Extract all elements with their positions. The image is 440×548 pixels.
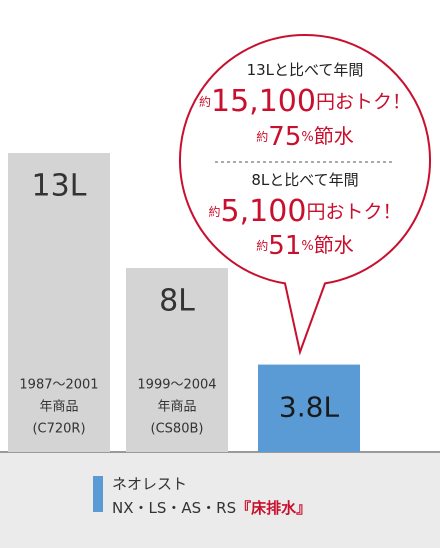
callout-part: 51 bbox=[268, 231, 301, 261]
category-label: 年商品 bbox=[39, 400, 78, 415]
callout-part: 円おトク！ bbox=[316, 91, 411, 113]
value-label: 3.8L bbox=[279, 390, 340, 423]
callout-part: 約 bbox=[199, 94, 211, 109]
legend-text: ネオレスト bbox=[112, 475, 187, 493]
category-label: 1999〜2004 bbox=[137, 378, 216, 393]
legend-swatch bbox=[93, 476, 103, 512]
callout-part: % bbox=[301, 130, 313, 145]
legend-part: NX・LS・AS・RS bbox=[112, 499, 236, 517]
callout-line: 約51%節水 bbox=[256, 231, 353, 261]
callout-part: 約 bbox=[209, 204, 221, 219]
callout-part: 5,100 bbox=[221, 194, 307, 229]
bar bbox=[8, 153, 110, 452]
callout-part: % bbox=[301, 239, 313, 254]
category-label: 年商品 bbox=[157, 400, 196, 415]
bar bbox=[126, 268, 228, 452]
callout-part: 15,100 bbox=[211, 84, 316, 119]
value-label: 13L bbox=[32, 169, 87, 204]
callout-line: 13Lと比べて年間 bbox=[247, 61, 364, 79]
value-label: 8L bbox=[159, 284, 195, 319]
callout-part: 節水 bbox=[314, 233, 354, 257]
callout-part: 13Lと比べて年間 bbox=[247, 61, 364, 79]
legend-text: NX・LS・AS・RS『床排水』 bbox=[112, 499, 311, 517]
callout-part: 75 bbox=[268, 122, 301, 152]
callout-part: 節水 bbox=[314, 124, 354, 148]
category-label: 1987〜2001 bbox=[19, 378, 98, 393]
callout-part: 約 bbox=[256, 238, 268, 253]
callout-line: 約15,100円おトク！ bbox=[199, 84, 411, 119]
legend-part: 『床排水』 bbox=[236, 499, 311, 517]
callout-part: 約 bbox=[256, 129, 268, 144]
callout-part: 円おトク！ bbox=[306, 201, 401, 223]
callout-bubble bbox=[179, 34, 431, 356]
callout-line: 約5,100円おトク！ bbox=[209, 194, 402, 229]
callout-line: 8Lと比べて年間 bbox=[251, 171, 358, 189]
callout-line: 約75%節水 bbox=[256, 122, 353, 152]
legend-part: ネオレスト bbox=[112, 475, 187, 493]
bar bbox=[258, 364, 360, 452]
ground bbox=[0, 452, 440, 548]
category-label: (C720R) bbox=[32, 422, 85, 437]
callout-part: 8Lと比べて年間 bbox=[251, 171, 358, 189]
category-label: (CS80B) bbox=[151, 422, 204, 437]
